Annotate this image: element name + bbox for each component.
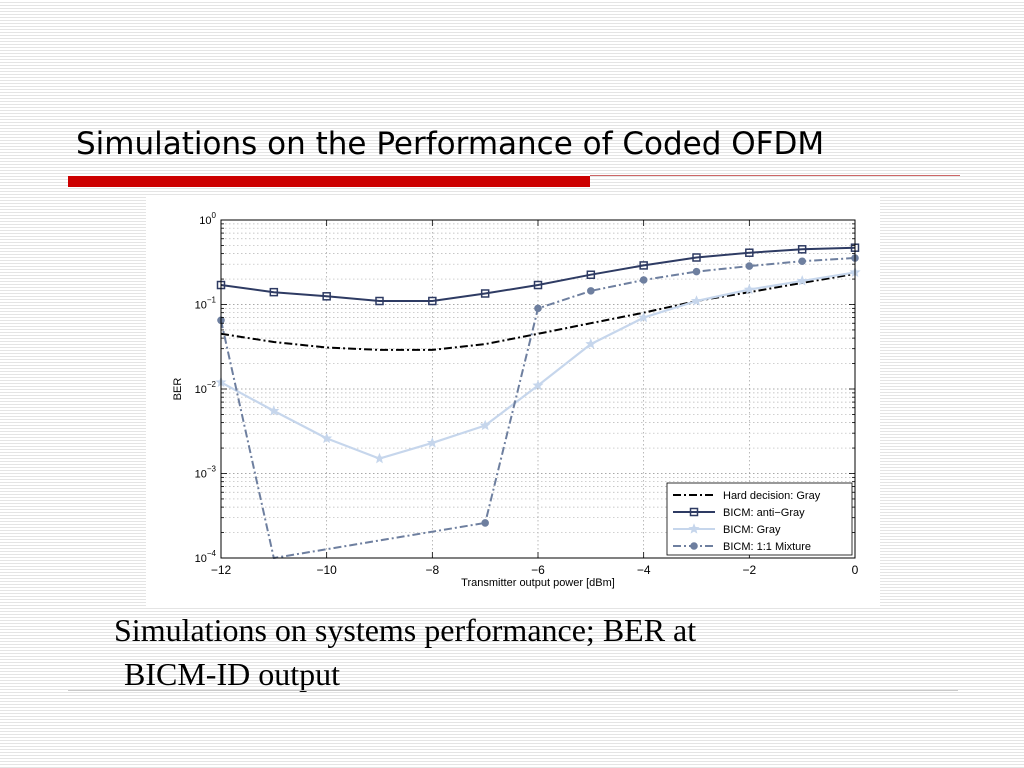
title-underline-red (68, 176, 590, 187)
data-point-square (797, 245, 807, 254)
legend-box (666, 482, 853, 556)
bottom-divider (68, 690, 958, 691)
x-tick-label: −8 (425, 563, 439, 577)
legend-label: BICM: 1:1 Mixture (723, 541, 811, 553)
data-point-star (638, 311, 650, 323)
data-point-circle (690, 542, 698, 550)
y-tick-label: 10−1 (195, 296, 217, 312)
series-1 (216, 243, 860, 306)
series-lines (215, 243, 861, 559)
legend-item: BICM: Gray (673, 523, 781, 536)
x-tick-label: 0 (852, 563, 859, 577)
series-0 (220, 272, 856, 351)
legend-label: Hard decision: Gray (723, 490, 821, 502)
legend-label: BICM: anti−Gray (723, 507, 805, 519)
data-point-circle (692, 267, 701, 276)
x-axis-label: Transmitter output power [dBm] (461, 577, 615, 589)
data-point-square (639, 261, 648, 270)
x-tick-label: −12 (211, 563, 232, 577)
y-tick-label: 10−3 (195, 465, 217, 481)
y-tick-label: 100 (199, 211, 216, 227)
data-point-star (426, 437, 438, 448)
data-point-star (532, 379, 544, 391)
series-line (220, 246, 856, 302)
data-point-square (692, 253, 701, 262)
data-point-square (322, 292, 331, 301)
y-axis-label: BER (172, 378, 184, 401)
y-tick-label: 10−4 (195, 549, 217, 565)
data-point-star (321, 432, 333, 444)
caption-line-2: BICM-ID output (124, 656, 340, 692)
data-point-square (745, 248, 754, 257)
data-point-star (796, 275, 808, 286)
chart-legend: Hard decision: Gray BICM: anti−Gray BICM: … (666, 482, 853, 556)
data-point-square (533, 280, 543, 290)
caption-line-1: Simulations on systems performance; BER … (114, 612, 697, 648)
legend-label: BICM: Gray (723, 524, 781, 536)
x-tick-label: −2 (742, 563, 756, 577)
data-point-square (375, 296, 384, 306)
legend-item: Hard decision: Gray (673, 490, 821, 502)
legend-item: BICM: 1:1 Mixture (673, 541, 811, 553)
x-tick-label: −6 (531, 563, 545, 577)
data-point-star (479, 419, 491, 431)
x-tick-label: −4 (637, 563, 651, 577)
series-3 (217, 254, 859, 559)
data-point-circle (639, 276, 648, 284)
data-point-star (585, 338, 597, 349)
x-tick-label: −10 (316, 563, 337, 577)
ber-chart: −12 −10 −8 −6 −4 −2 0 10−4 10−3 10−2 10−1 100 Trans… (172, 211, 861, 589)
data-point-star (690, 295, 703, 306)
data-point-circle (481, 519, 489, 527)
data-point-square (480, 289, 490, 298)
data-point-star (268, 405, 280, 416)
slide-caption: Simulations on systems performance; BER … (114, 608, 696, 696)
slide-title: Simulations on the Performance of Coded … (76, 126, 825, 162)
data-point-circle (798, 257, 806, 266)
y-tick-label: 10−2 (195, 380, 217, 396)
axis-ticks (220, 220, 856, 558)
data-point-star (743, 283, 755, 295)
axis-tick-labels: −12 −10 −8 −6 −4 −2 0 10−4 10−3 10−2 10−1 100 (195, 211, 859, 577)
legend-item: BICM: anti−Gray (673, 507, 805, 519)
ber-chart-figure: −12 −10 −8 −6 −4 −2 0 10−4 10−3 10−2 10−1 100 Trans… (146, 196, 880, 608)
data-point-circle (534, 304, 542, 313)
title-underline-thin (590, 175, 960, 176)
series-line (220, 272, 856, 351)
data-point-square (428, 296, 437, 306)
data-point-circle (587, 287, 595, 295)
data-point-square (269, 287, 279, 297)
data-point-square (586, 270, 596, 279)
data-point-square (689, 507, 699, 517)
data-point-circle (745, 262, 754, 270)
data-point-star (688, 523, 700, 534)
data-point-star (373, 452, 386, 464)
